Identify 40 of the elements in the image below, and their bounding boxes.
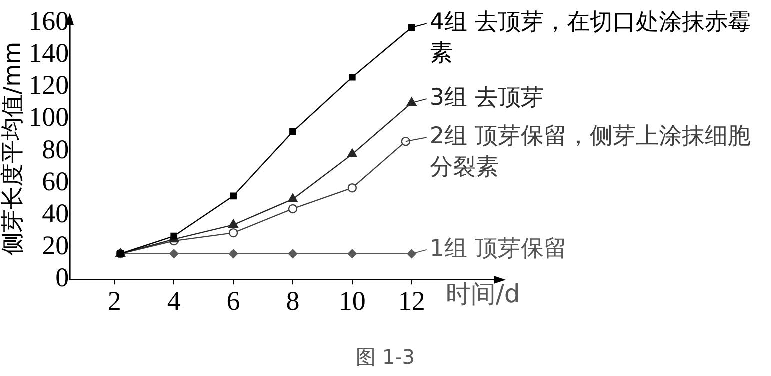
x-axis-title: 时间/d (446, 280, 520, 309)
point (408, 24, 416, 32)
y-tick-label: 80 (42, 134, 70, 164)
x-tick-label: 4 (167, 286, 182, 316)
y-tick-label: 100 (28, 102, 70, 132)
point (407, 249, 416, 259)
y-tick-label: 120 (28, 70, 70, 100)
point (347, 148, 358, 158)
point (406, 97, 417, 106)
legend-label: 4组 去顶芽，在切口处涂抹赤霉素 (430, 10, 751, 67)
x-tick-label: 6 (226, 286, 240, 316)
point (348, 249, 358, 259)
x-tick-label: 12 (398, 286, 426, 316)
point (230, 192, 237, 200)
point (288, 249, 298, 259)
point (288, 204, 298, 214)
point (228, 228, 238, 238)
y-tick-label: 60 (42, 166, 70, 196)
y-tick-label: 0 (56, 262, 70, 293)
point (348, 74, 356, 81)
legend-label: 1组 顶芽保留 (430, 236, 567, 262)
caption: 图 1-3 (356, 345, 416, 369)
legend-label: 3组 去顶芽 (430, 85, 544, 112)
x-tick-label: 2 (108, 286, 122, 316)
point (228, 219, 238, 228)
point (170, 232, 178, 240)
point (288, 194, 298, 202)
point (170, 249, 179, 259)
legend-label: 2组 顶芽保留，侧芽上涂抹细胞分裂素 (430, 124, 751, 181)
point (348, 184, 358, 193)
point (228, 249, 238, 259)
y-tick-label: 140 (28, 38, 70, 68)
y-tick-label: 40 (42, 198, 70, 228)
x-tick-label: 8 (286, 286, 300, 316)
y-tick-label: 20 (42, 230, 70, 261)
y-axis-title: 侧芽长度平均值/mm (0, 42, 26, 256)
x-tick-label: 10 (338, 286, 366, 316)
point (401, 136, 411, 146)
y-tick-label: 160 (28, 6, 70, 36)
point (290, 128, 296, 136)
